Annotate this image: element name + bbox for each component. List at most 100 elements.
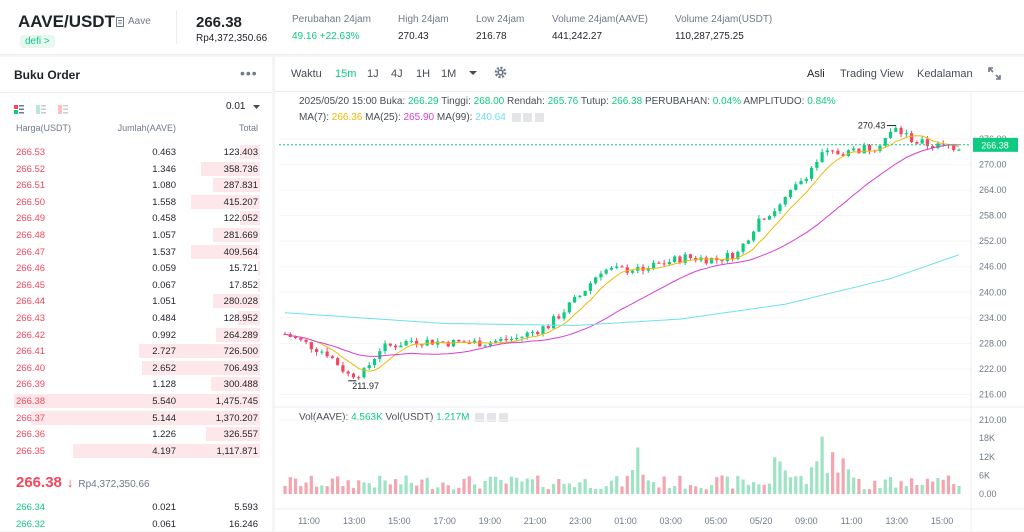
volume-bar [472, 484, 477, 494]
volume-bar [551, 483, 556, 494]
pair-name[interactable]: Aave [116, 16, 151, 27]
ask-row[interactable]: 266.50 1.558 415.207 [0, 194, 272, 210]
ask-cell: 1.051 [152, 296, 176, 308]
candle [867, 145, 872, 151]
volume-bar [673, 485, 677, 494]
volume-bar [862, 489, 866, 494]
eye-icon[interactable] [475, 412, 485, 422]
candle [430, 339, 435, 345]
view-asli[interactable]: Asli [807, 68, 825, 80]
x-tick-label: 17:00 [433, 516, 456, 526]
ask-row[interactable]: 266.49 0.458 122.052 [0, 210, 272, 226]
volume-bar [752, 481, 756, 494]
ask-row[interactable]: 266.51 1.080 287.831 [0, 177, 272, 193]
ask-cell: 287.831 [223, 180, 258, 192]
ask-row[interactable]: 266.37 5.144 1,370.207 [0, 410, 272, 426]
candle [841, 154, 845, 156]
volume-bar [620, 486, 624, 494]
view-trading-view[interactable]: Trading View [840, 68, 904, 80]
ma-info: MA(7): 266.36 MA(25): 265.90 MA(99): 240… [299, 112, 545, 123]
precision-select[interactable]: 0.01 [226, 101, 261, 112]
pair-symbol[interactable]: AAVE/USDT [18, 12, 115, 31]
volume-bar [420, 479, 424, 494]
candle [372, 358, 377, 366]
info-doc-icon [116, 16, 124, 27]
ohlc-low-label: Rendah: [507, 96, 545, 107]
coin-name: Aave [128, 16, 151, 27]
candle [378, 351, 382, 359]
bid-row[interactable]: 266.32 0.061 16.246 [0, 516, 272, 532]
candle [304, 339, 308, 343]
ask-row[interactable]: 266.40 2.652 706.493 [0, 360, 272, 376]
category-tag[interactable]: defi > [20, 35, 55, 48]
ask-row[interactable]: 266.43 0.484 128.952 [0, 310, 272, 326]
ask-row[interactable]: 266.53 0.463 123.403 [0, 144, 272, 160]
bid-row[interactable]: 266.34 0.021 5.593 [0, 499, 272, 515]
ask-row[interactable]: 266.38 5.540 1,475.745 [0, 393, 272, 409]
candle [509, 339, 514, 341]
book-both-icon[interactable] [14, 101, 24, 114]
candle [878, 145, 882, 151]
fullscreen-icon[interactable] [988, 67, 1001, 83]
volume-bar [657, 487, 661, 494]
x-tick-label: 05:00 [705, 516, 728, 526]
stat-label: Perubahan 24jam [292, 14, 371, 25]
eye-icon[interactable] [511, 112, 521, 122]
settings-icon[interactable] [523, 112, 533, 122]
candle [667, 262, 671, 265]
volume-bar [362, 482, 366, 494]
settings-gear-icon[interactable] [494, 66, 507, 82]
candle [599, 273, 603, 278]
volume-bar [709, 485, 714, 494]
price-chart[interactable]: 276.00270.00264.00258.00252.00246.00240.… [275, 92, 1024, 531]
ask-row[interactable]: 266.44 1.051 280.028 [0, 293, 272, 309]
volume-bar [857, 478, 861, 494]
ask-row[interactable]: 266.42 0.992 264.289 [0, 327, 272, 343]
ask-cell: 264.289 [223, 329, 258, 341]
interval-1j[interactable]: 1J [367, 68, 379, 80]
candle [320, 351, 324, 353]
ask-cell: 266.47 [16, 246, 46, 258]
interval-15m[interactable]: 15m [335, 68, 357, 80]
ask-cell: 2.727 [152, 346, 176, 358]
ask-row[interactable]: 266.45 0.067 17.852 [0, 277, 272, 293]
x-tick-label: 05/20 [750, 516, 773, 526]
more-options-icon[interactable]: ••• [240, 65, 258, 81]
candle [551, 316, 556, 329]
interval-more-icon[interactable] [469, 66, 477, 81]
ask-row[interactable]: 266.39 1.128 300.488 [0, 376, 272, 392]
ask-cell: 0.067 [152, 279, 176, 291]
ask-row[interactable]: 266.46 0.059 15.721 [0, 260, 272, 276]
ask-row[interactable]: 266.35 4.197 1,117.871 [0, 443, 272, 459]
ask-row[interactable]: 266.36 1.226 326.557 [0, 426, 272, 442]
x-tick-label: 11:00 [841, 516, 863, 526]
ask-cell: 266.37 [16, 412, 46, 424]
volume-bar [925, 478, 930, 494]
book-asks-icon[interactable] [58, 101, 68, 114]
volume-bar [336, 476, 340, 494]
ask-cell: 266.40 [16, 362, 46, 374]
settings-icon[interactable] [487, 412, 497, 422]
book-bids-icon[interactable] [36, 101, 46, 114]
ask-cell: 17.852 [228, 279, 258, 291]
candle [467, 342, 471, 344]
volume-bar [936, 478, 940, 494]
volume-bar [662, 476, 666, 494]
close-icon[interactable] [498, 412, 508, 422]
ask-row[interactable]: 266.48 1.057 281.669 [0, 227, 272, 243]
candle [788, 189, 793, 198]
volume-bar [873, 480, 877, 494]
volume-bar [557, 479, 561, 494]
candle [583, 290, 587, 296]
close-icon[interactable] [535, 112, 545, 122]
ask-cell: 128.952 [223, 313, 258, 324]
ask-row[interactable]: 266.52 1.346 358.736 [0, 161, 272, 177]
interval-4j[interactable]: 4J [391, 68, 403, 80]
view-kedalaman[interactable]: Kedalaman [917, 68, 973, 80]
ask-row[interactable]: 266.41 2.727 726.500 [0, 343, 272, 359]
interval-1m[interactable]: 1M [441, 68, 457, 80]
bid-cell: 0.061 [152, 518, 176, 530]
ask-row[interactable]: 266.47 1.537 409.564 [0, 244, 272, 260]
candle [688, 254, 693, 258]
interval-1h[interactable]: 1H [416, 68, 431, 80]
